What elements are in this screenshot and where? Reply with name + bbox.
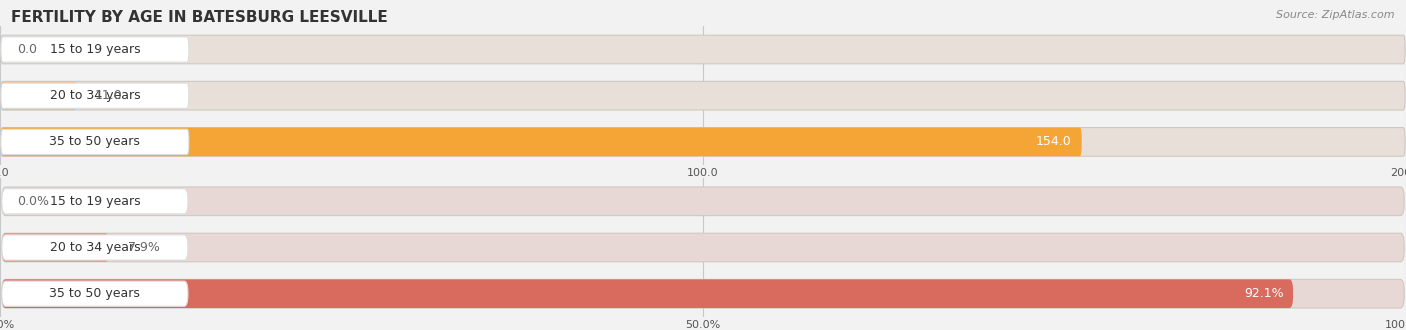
FancyBboxPatch shape [1,82,76,110]
Text: 154.0: 154.0 [1036,135,1071,148]
Text: 92.1%: 92.1% [1244,287,1284,300]
Text: FERTILITY BY AGE IN BATESBURG LEESVILLE: FERTILITY BY AGE IN BATESBURG LEESVILLE [11,10,388,25]
FancyBboxPatch shape [1,82,1405,110]
FancyBboxPatch shape [1,128,1405,156]
FancyBboxPatch shape [1,128,1081,156]
Text: 0.0: 0.0 [17,43,37,56]
FancyBboxPatch shape [1,235,188,260]
FancyBboxPatch shape [1,37,188,62]
Text: 11.0: 11.0 [94,89,122,102]
Text: 15 to 19 years: 15 to 19 years [49,195,141,208]
FancyBboxPatch shape [1,233,1405,262]
Text: 20 to 34 years: 20 to 34 years [49,241,141,254]
Text: 20 to 34 years: 20 to 34 years [49,89,141,102]
FancyBboxPatch shape [1,280,1294,308]
Text: 15 to 19 years: 15 to 19 years [49,43,141,56]
Text: Source: ZipAtlas.com: Source: ZipAtlas.com [1277,10,1395,20]
FancyBboxPatch shape [1,187,1405,215]
Text: 35 to 50 years: 35 to 50 years [49,135,141,148]
FancyBboxPatch shape [1,281,188,306]
FancyBboxPatch shape [1,35,1405,64]
FancyBboxPatch shape [1,189,188,214]
Text: 35 to 50 years: 35 to 50 years [49,287,141,300]
FancyBboxPatch shape [1,233,110,262]
Text: 7.9%: 7.9% [128,241,160,254]
Text: 0.0%: 0.0% [17,195,49,208]
FancyBboxPatch shape [1,83,188,108]
FancyBboxPatch shape [1,280,1405,308]
FancyBboxPatch shape [1,129,188,154]
